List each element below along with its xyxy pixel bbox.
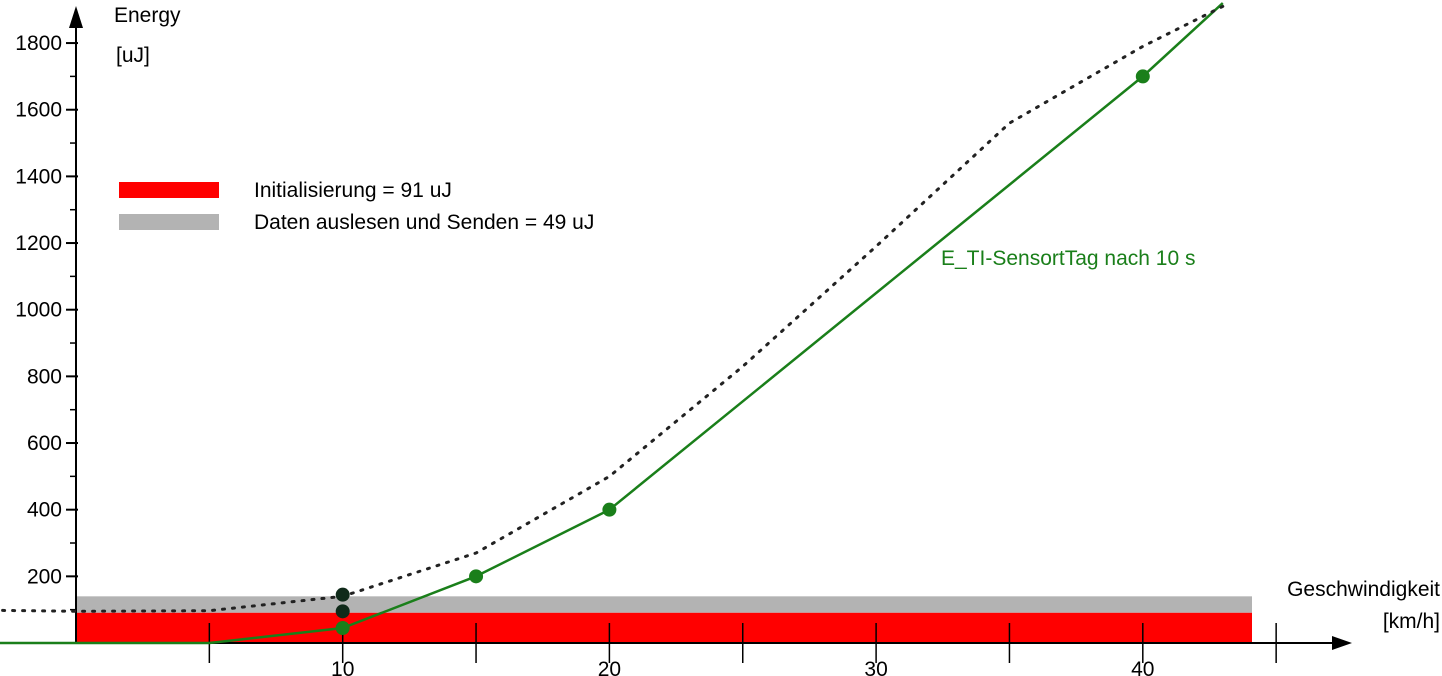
- y-tick-label-1400: 1400: [15, 165, 62, 188]
- band-initialisierung: [76, 612, 1252, 643]
- x-axis-title: Geschwindigkeit: [1287, 578, 1440, 601]
- labels-layer: Energy [uJ] Geschwindigkeit [km/h]: [114, 4, 1440, 633]
- x-axis-unit: [km/h]: [1383, 610, 1440, 633]
- band-daten: [76, 596, 1252, 613]
- y-axis-unit: [uJ]: [116, 44, 150, 67]
- legend-label-daten: Daten auslesen und Senden = 49 uJ: [254, 211, 594, 234]
- y-axis-arrow: [69, 6, 83, 28]
- y-tick-label-800: 800: [27, 365, 62, 388]
- y-tick-label-1200: 1200: [15, 232, 62, 255]
- y-axis-title: Energy: [114, 4, 181, 27]
- x-tick-label-10: 10: [331, 658, 354, 676]
- marker-point-1: [335, 587, 350, 602]
- y-tick-label-200: 200: [27, 565, 62, 588]
- y-tick-label-1800: 1800: [15, 32, 62, 55]
- x-tick-label-20: 20: [598, 658, 621, 676]
- series-line-dotted: [0, 4, 1225, 613]
- series-line-sensortag: [0, 2, 1224, 645]
- legend: Initialisierung = 91 uJ Daten auslesen u…: [119, 179, 1195, 270]
- series-point-40-1700: [1135, 69, 1150, 84]
- series-point-20-400: [602, 502, 617, 517]
- series-point-10-45: [335, 621, 350, 636]
- series-label-sensortag: E_TI-SensortTag nach 10 s: [941, 247, 1195, 270]
- series-layer: [0, 2, 1225, 645]
- legend-label-initialisierung: Initialisierung = 91 uJ: [254, 179, 452, 202]
- y-tick-label-400: 400: [27, 499, 62, 522]
- legend-swatch-daten: [119, 214, 219, 230]
- y-tick-label-600: 600: [27, 432, 62, 455]
- series-point-15-200: [469, 569, 484, 584]
- marker-point-0: [335, 604, 350, 619]
- y-tick-label-1600: 1600: [15, 99, 62, 122]
- legend-swatch-initialisierung: [119, 182, 219, 198]
- x-tick-label-40: 40: [1131, 658, 1154, 676]
- x-tick-label-30: 30: [864, 658, 887, 676]
- x-axis-arrow: [1332, 636, 1352, 650]
- axes-layer: 200 400 600 800 1000 1200 1400 1600 1800 10 20 30 40: [15, 6, 1352, 676]
- y-tick-label-1000: 1000: [15, 299, 62, 322]
- bands-layer: [76, 596, 1252, 643]
